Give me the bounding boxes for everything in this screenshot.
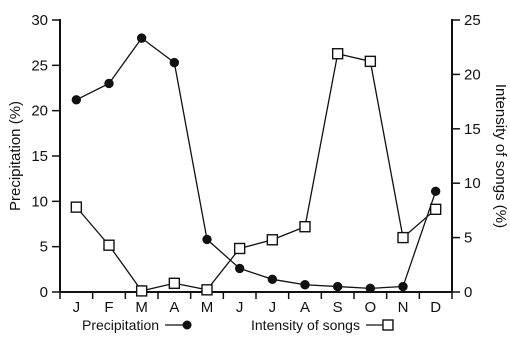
legend-precipitation-marker xyxy=(182,320,192,330)
precipitation-point xyxy=(104,78,114,89)
precipitation-point xyxy=(234,263,245,274)
right-y-tick-label: 15 xyxy=(464,121,481,138)
intensity-of-songs-point xyxy=(331,48,344,60)
intensity-of-songs-point xyxy=(201,284,213,296)
right-y-tick-label: 25 xyxy=(464,12,481,29)
left-y-axis-title: Precipitation (%) xyxy=(7,101,24,211)
x-tick-label: F xyxy=(104,299,113,316)
precipitation-point xyxy=(300,280,310,290)
right-y-tick-label: 0 xyxy=(464,284,472,301)
axes: 0 5 10 15 20 25 30 0 5 10 15 20 25 J F M A M J J A S O N D xyxy=(31,12,480,316)
intensity-of-songs-point xyxy=(233,242,246,255)
x-tick-label: D xyxy=(430,299,441,316)
intensity-of-songs-point xyxy=(429,203,442,216)
left-y-tick-label: 30 xyxy=(31,12,48,29)
precipitation-point xyxy=(332,281,343,292)
x-tick-label: A xyxy=(169,299,179,316)
left-y-tick-label: 20 xyxy=(31,103,48,120)
series-group xyxy=(70,33,442,297)
precipitation-point xyxy=(398,281,408,292)
x-tick-label: N xyxy=(398,299,409,316)
precipitation-point xyxy=(169,57,180,68)
legend-intensity-of-songs-marker xyxy=(382,319,394,331)
precipitation-point xyxy=(136,33,147,43)
intensity-of-songs-point xyxy=(299,221,311,233)
intensity-of-songs-point xyxy=(168,277,181,289)
x-tick-label: M xyxy=(201,299,214,316)
right-y-tick-label: 10 xyxy=(464,175,481,192)
legend-label-intensity-of-songs: Intensity of songs xyxy=(251,317,360,333)
legend-label-precipitation: Precipitation xyxy=(82,317,159,333)
x-tick-label: O xyxy=(364,299,376,316)
labels: Precipitation (%) Intensity of songs (%) xyxy=(7,84,509,228)
intensity-of-songs-point xyxy=(70,201,83,213)
x-tick-label: J xyxy=(73,299,81,316)
intensity-of-songs-point xyxy=(135,285,148,297)
x-tick-label: S xyxy=(333,299,343,316)
precipitation-point xyxy=(267,274,278,285)
left-y-tick-label: 10 xyxy=(31,193,48,210)
x-tick-label: M xyxy=(135,299,148,316)
left-y-tick-label: 15 xyxy=(31,148,48,165)
precipitation-line xyxy=(76,37,437,290)
x-tick-label: J xyxy=(269,299,277,316)
precipitation-point xyxy=(71,95,82,105)
left-y-tick-label: 0 xyxy=(40,284,48,301)
intensity-of-songs-point xyxy=(364,55,377,68)
right-y-axis-title: Intensity of songs (%) xyxy=(492,84,509,228)
intensity-of-songs-point xyxy=(103,239,115,251)
precipitation-point xyxy=(202,234,212,245)
x-tick-label: A xyxy=(300,299,310,316)
precipitation-point xyxy=(365,283,376,294)
right-y-tick-label: 20 xyxy=(464,66,481,83)
precipitation-point xyxy=(430,186,441,197)
left-y-tick-label: 5 xyxy=(40,239,48,256)
right-y-tick-label: 5 xyxy=(464,230,472,247)
legend: Precipitation Intensity of songs xyxy=(82,317,394,333)
x-tick-label: J xyxy=(236,299,244,316)
intensity-of-songs-line xyxy=(75,52,437,292)
intensity-of-songs-point xyxy=(266,234,279,246)
left-y-tick-label: 25 xyxy=(31,57,48,74)
intensity-of-songs-point xyxy=(397,231,409,244)
